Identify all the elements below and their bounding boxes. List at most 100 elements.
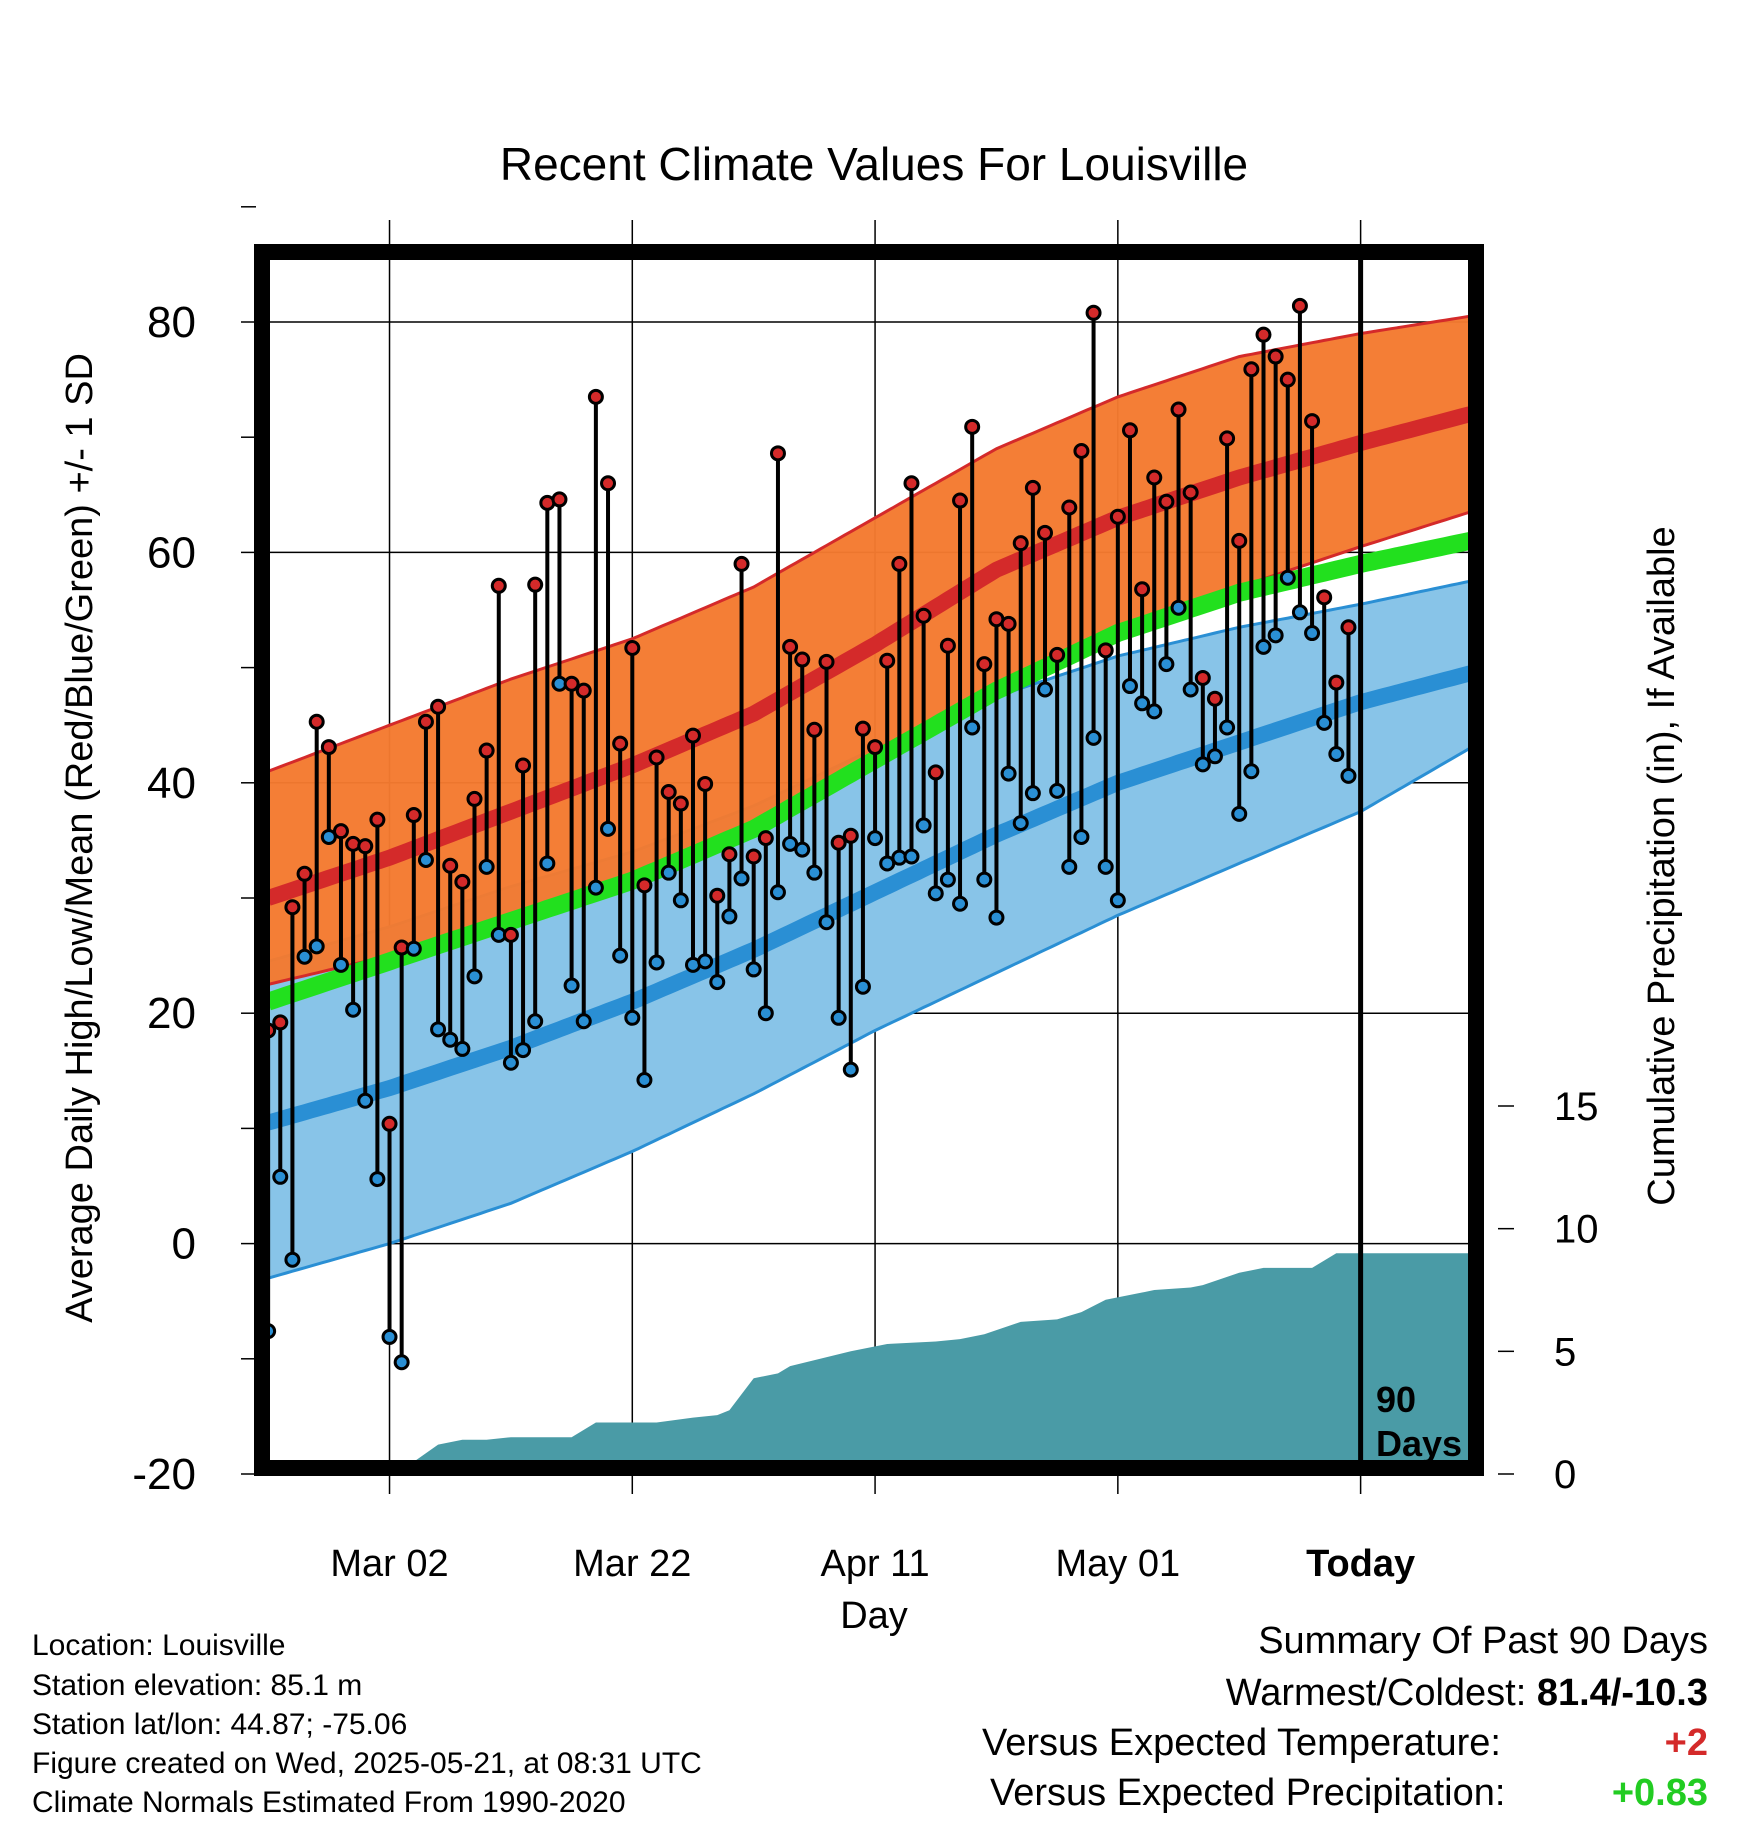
x-tick-label: Mar 02 [330,1543,448,1585]
high-point [478,742,495,759]
low-point [1279,569,1296,586]
today-label-unit: Days [1376,1423,1462,1464]
high-point [405,807,422,824]
high-point [660,784,677,801]
summary-temp-label: Versus Expected Temperature: [982,1722,1501,1764]
low-point [952,895,969,912]
low-point [272,1168,289,1185]
high-point [1073,443,1090,460]
low-point [430,1021,447,1038]
high-point [1291,297,1308,314]
low-point [296,948,313,965]
low-point [563,977,580,994]
low-point [393,1354,410,1371]
high-point [1170,401,1187,418]
high-point [721,846,738,863]
high-point [879,652,896,669]
high-point [296,865,313,882]
low-point [478,858,495,875]
low-point [1170,599,1187,616]
low-point [502,1054,519,1071]
low-point [976,871,993,888]
low-point [1255,638,1272,655]
high-point [369,811,386,828]
low-point [527,1013,544,1030]
y-axis-label-left: Average Daily High/Low/Mean (Red/Blue/Gr… [59,353,101,1323]
y-axis-label-right: Cumulative Precipitation (in), If Availa… [1641,526,1683,1205]
low-point [782,835,799,852]
high-point [1194,669,1211,686]
high-point [806,721,823,738]
low-point [1049,782,1066,799]
high-point [272,1014,289,1031]
low-point [1231,805,1248,822]
low-point [709,974,726,991]
y-tick-label-left: 80 [147,298,196,347]
info-created: Figure created on Wed, 2025-05-21, at 08… [32,1747,702,1780]
high-point [1279,371,1296,388]
low-point [867,830,884,847]
high-point [381,1115,398,1132]
low-point [1073,828,1090,845]
high-point [842,827,859,844]
high-point [697,775,714,792]
high-point [915,607,932,624]
low-point [1267,627,1284,644]
high-point [1243,361,1260,378]
low-point [405,940,422,957]
today-label-days: 90 [1376,1379,1416,1420]
low-point [1000,765,1017,782]
high-point [794,651,811,668]
low-point [1012,815,1029,832]
high-point [1255,326,1272,343]
low-point [466,968,483,985]
y-tick-label-left: 20 [147,989,196,1038]
high-point [684,727,701,744]
high-point [563,675,580,692]
low-point [1340,767,1357,784]
low-point [794,841,811,858]
low-mean-line [265,665,1472,1131]
high-point [782,638,799,655]
y-tick-label-left: 0 [172,1220,196,1269]
y-tick-label-right: 5 [1554,1330,1576,1374]
low-point [697,953,714,970]
high-mean-line [265,406,1472,906]
high-point [575,682,592,699]
high-point [551,491,568,508]
low-point [454,1040,471,1057]
low-point [1219,719,1236,736]
info-normals: Climate Normals Estimated From 1990-2020 [32,1786,626,1819]
high-point [308,713,325,730]
low-point [575,1013,592,1030]
low-point [539,855,556,872]
low-point [988,909,1005,926]
low-point [1158,656,1175,673]
high-point [1182,484,1199,501]
low-point [842,1061,859,1078]
precip-area [268,1253,1470,1474]
low-point [636,1072,653,1089]
high-point [1109,508,1126,525]
low-point [672,892,689,909]
high-sd-upper-line [267,314,1471,773]
low-point [1206,748,1223,765]
high-point [1158,493,1175,510]
low-point [1291,604,1308,621]
mean-line [265,532,1472,1011]
high-point [1012,535,1029,552]
summary-warmest-value: 81.4/-10.3 [1536,1672,1708,1714]
info-location: Location: Louisville [32,1629,286,1662]
summary-precip-value: +0.83 [1611,1772,1708,1814]
high-point [976,656,993,673]
low-point [1194,756,1211,773]
y-tick-label-right: 15 [1554,1085,1599,1129]
high-point [515,757,532,774]
high-point [490,577,507,594]
high-point [1219,430,1236,447]
high-point [320,739,337,756]
y-tick-label-right: 0 [1554,1453,1576,1497]
low-point [612,947,629,964]
low-point [939,871,956,888]
high-point [757,830,774,847]
